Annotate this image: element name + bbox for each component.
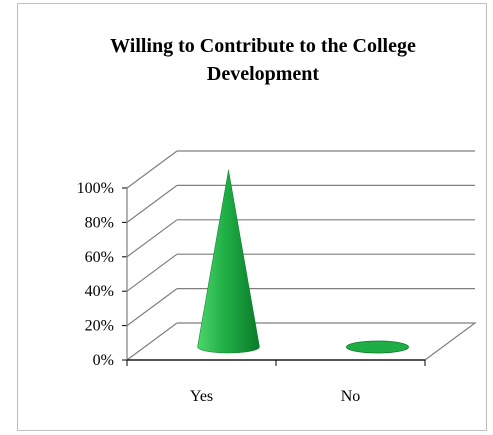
gridline-side bbox=[126, 288, 178, 327]
cone-yes bbox=[197, 169, 260, 354]
cone-no bbox=[346, 340, 409, 354]
y-tick-label: 60% bbox=[85, 249, 114, 266]
y-tick-label: 20% bbox=[85, 318, 114, 335]
chart-title-line-2: Development bbox=[207, 63, 320, 85]
y-tick-label: 80% bbox=[85, 214, 114, 231]
gridline-side bbox=[126, 253, 178, 292]
y-tick-label: 0% bbox=[93, 352, 114, 369]
floor-outline bbox=[127, 322, 477, 361]
y-tick-label: 100% bbox=[77, 180, 114, 197]
gridline-side bbox=[126, 150, 178, 189]
x-tick-label: Yes bbox=[190, 388, 213, 405]
y-tick-label: 40% bbox=[85, 283, 114, 300]
chart-title-line-1: Willing to Contribute to the College bbox=[110, 35, 416, 57]
x-tick-label: No bbox=[341, 388, 361, 405]
gridline-side bbox=[126, 184, 178, 223]
gridline-side bbox=[126, 219, 178, 258]
gridline-side bbox=[126, 322, 178, 361]
